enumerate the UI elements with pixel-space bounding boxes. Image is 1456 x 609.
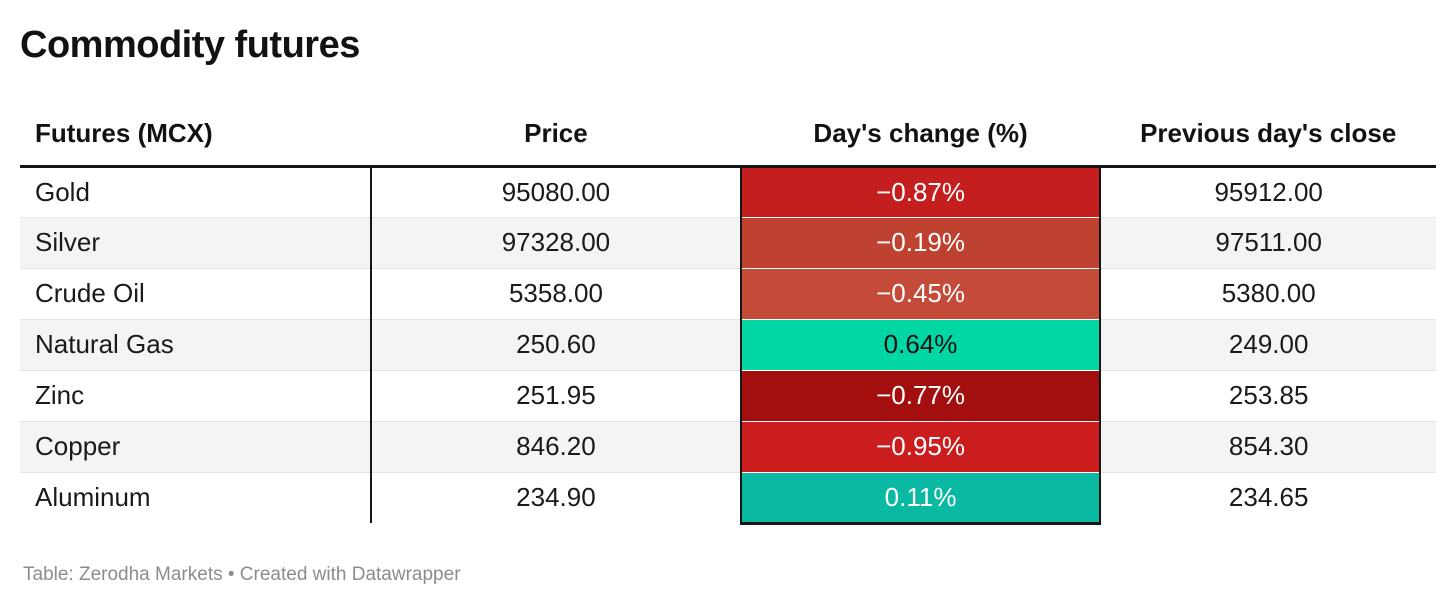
table-row: Gold 95080.00 −0.87% 95912.00 xyxy=(20,166,1436,218)
prev-close-cell: 95912.00 xyxy=(1100,166,1436,218)
day-change-cell: −0.45% xyxy=(739,268,1102,320)
table-row: Zinc 251.95 −0.77% 253.85 xyxy=(20,370,1436,422)
prev-close-cell: 249.00 xyxy=(1100,319,1436,371)
attribution-footer: Table: Zerodha Markets • Created with Da… xyxy=(23,563,461,585)
futures-name-cell: Copper xyxy=(20,421,373,473)
prev-close-cell: 97511.00 xyxy=(1100,217,1436,269)
price-cell: 5358.00 xyxy=(371,268,741,320)
prev-close-cell: 234.65 xyxy=(1228,482,1309,513)
page-title: Commodity futures xyxy=(20,24,360,66)
commodity-futures-table-widget: Commodity futures Futures (MCX) Price Da… xyxy=(20,24,1436,585)
day-change-cell: 0.11% xyxy=(739,472,1102,525)
column-header-prev-close: Previous day's close xyxy=(1100,117,1436,168)
table-row: Silver 97328.00 −0.19% 97511.00 xyxy=(20,217,1436,269)
futures-name-cell: Silver xyxy=(20,217,373,269)
price-cell: 250.60 xyxy=(371,319,741,371)
price-cell: 95080.00 xyxy=(371,166,741,218)
table-header: Futures (MCX) Price Day's change (%) Pre… xyxy=(20,117,1436,168)
futures-name-cell: Zinc xyxy=(20,370,373,422)
price-cell: 234.90 xyxy=(516,482,596,513)
header-row: Futures (MCX) Price Day's change (%) Pre… xyxy=(20,117,1436,168)
table-body: Gold 95080.00 −0.87% 95912.00 Silver 97328.00… xyxy=(20,166,1436,525)
column-header-change: Day's change (%) xyxy=(740,117,1101,168)
table-row: Natural Gas 250.60 0.64% 249.00 xyxy=(20,319,1436,371)
day-change-cell: −0.19% xyxy=(739,217,1102,269)
futures-name-cell: Aluminum xyxy=(20,472,373,524)
futures-name-cell: Gold xyxy=(20,166,373,218)
table-row: Copper 846.20 −0.95% 854.30 xyxy=(20,421,1436,473)
day-change-cell: 0.64% xyxy=(739,319,1102,371)
price-cell: 97328.00 xyxy=(371,217,741,269)
price-cell: 251.95 xyxy=(371,370,741,422)
day-change-cell: −0.87% xyxy=(739,166,1102,218)
day-change-cell: −0.95% xyxy=(739,421,1102,473)
column-header-price: Price xyxy=(371,117,741,168)
prev-close-cell: 854.30 xyxy=(1100,421,1436,473)
futures-table: Futures (MCX) Price Day's change (%) Pre… xyxy=(20,117,1436,525)
futures-name-cell: Natural Gas xyxy=(20,319,373,371)
futures-name-cell: Crude Oil xyxy=(20,268,373,320)
day-change-cell: −0.77% xyxy=(739,370,1102,422)
prev-close-cell: 253.85 xyxy=(1100,370,1436,422)
table-row: Aluminum 234.90 0.11% 234.65 xyxy=(20,472,1436,525)
prev-close-cell: 5380.00 xyxy=(1100,268,1436,320)
column-header-futures: Futures (MCX) xyxy=(20,117,372,168)
table-row: Crude Oil 5358.00 −0.45% 5380.00 xyxy=(20,268,1436,320)
price-cell: 846.20 xyxy=(371,421,741,473)
